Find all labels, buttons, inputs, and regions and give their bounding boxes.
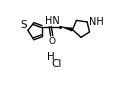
Text: HN: HN (45, 16, 59, 26)
Text: O: O (48, 37, 55, 46)
Text: H: H (47, 52, 55, 62)
Text: NH: NH (89, 17, 103, 27)
Text: S: S (20, 20, 27, 30)
Polygon shape (60, 27, 73, 31)
Text: Cl: Cl (51, 59, 62, 69)
